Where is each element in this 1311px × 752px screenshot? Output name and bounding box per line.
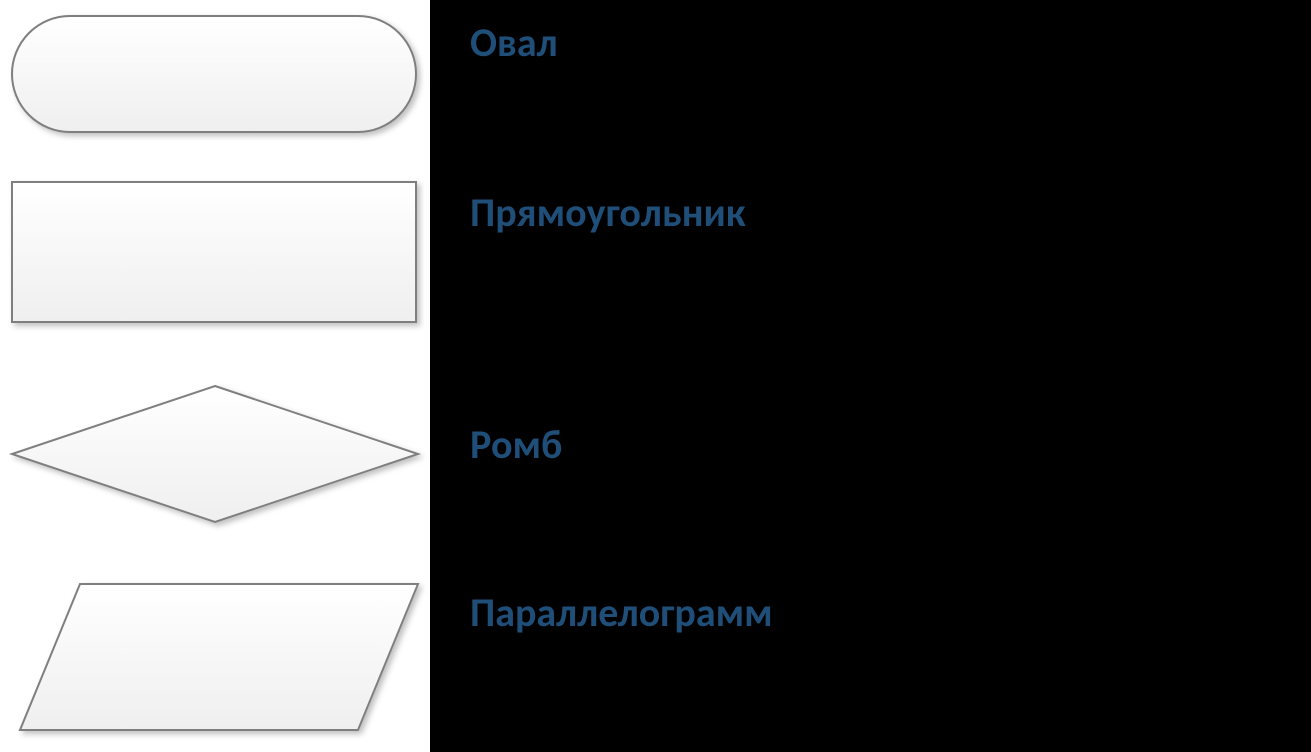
rhombus-shape: [0, 374, 430, 534]
rhombus-label: Ромб: [470, 420, 562, 469]
oval-label: Овал: [470, 18, 558, 67]
parallelogram-shape: [0, 574, 430, 744]
rectangle-label: Прямоугольник: [470, 188, 746, 237]
diagram-container: Овал Прямоугольник Ромб Параллелограмм: [0, 0, 1311, 752]
shapes-column: [0, 0, 430, 752]
parallelogram-label: Параллелограмм: [470, 588, 773, 637]
labels-column: Овал Прямоугольник Ромб Параллелограмм: [430, 0, 1311, 752]
rectangle-shape: [0, 174, 430, 334]
oval-shape: [0, 6, 430, 146]
